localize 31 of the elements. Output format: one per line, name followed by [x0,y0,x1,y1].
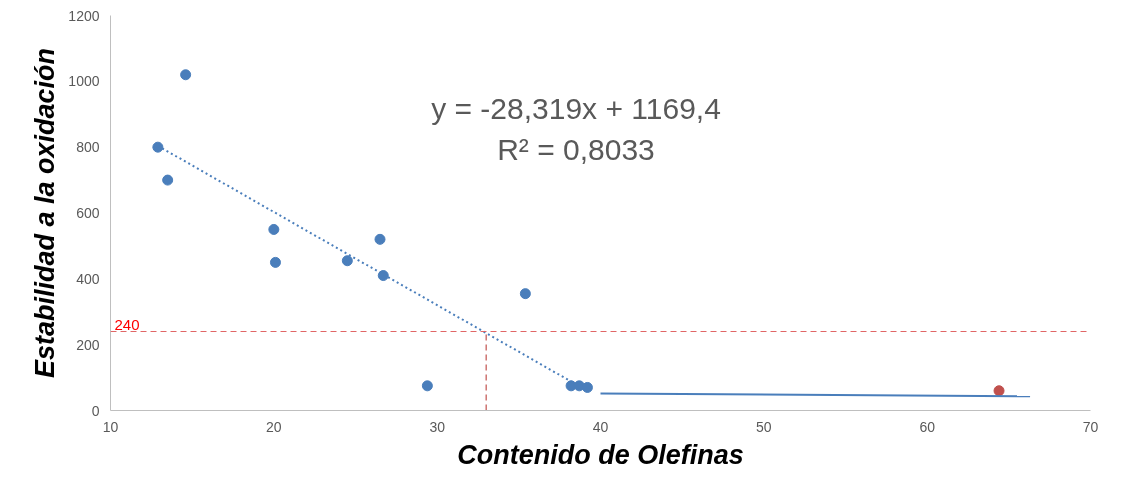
point [162,174,174,186]
x-tick-label: 60 [919,418,936,435]
x-axis-title: Contenido de Olefinas [457,439,744,470]
point [374,233,386,245]
point [581,381,593,393]
point [421,380,433,392]
point [993,385,1005,397]
x-tick-label: 10 [102,418,119,435]
y-tick-label: 600 [76,205,100,221]
point [519,288,531,300]
y-tick-label: 0 [91,402,100,419]
point [180,69,192,81]
annotation: y = -28,319x + 1169,4 [431,91,721,125]
annotation: R² = 0,8033 [497,133,655,167]
y-tick-label: 800 [76,139,100,156]
ref-line-label: 240 [114,315,140,333]
point [377,270,389,282]
point [152,141,164,153]
x-tick-label: 30 [429,418,446,435]
x-tick-label: 20 [266,418,282,435]
y-tick-label: 400 [76,270,100,287]
point [268,223,280,235]
x-tick-label: 40 [592,418,609,435]
y-tick-label: 1200 [68,7,100,24]
point [269,256,281,268]
point [341,255,353,267]
y-tick-label: 1000 [68,73,100,90]
x-tick-label: 50 [756,418,772,435]
y-tick-label: 200 [76,336,100,353]
x-tick-label: 70 [1082,418,1099,435]
y-axis-title: Estabilidad a la oxidación [30,47,61,379]
